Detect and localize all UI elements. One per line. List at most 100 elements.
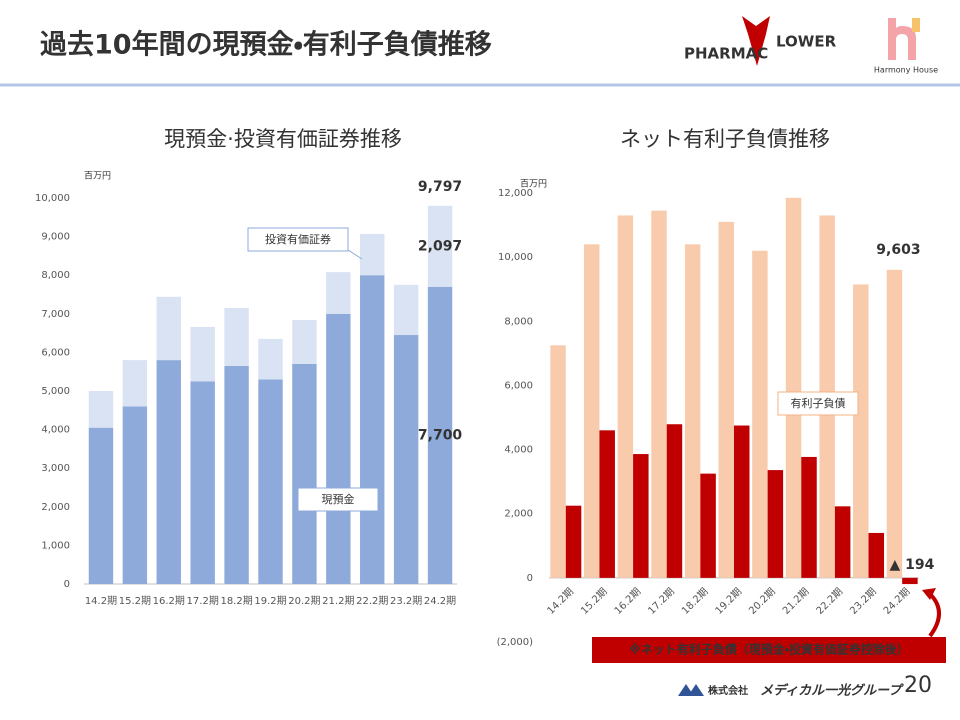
bar — [752, 250, 768, 578]
bar-segment — [427, 205, 453, 287]
x-tick-label: 18.2期 — [220, 595, 252, 607]
y-tick-label: 7,000 — [41, 309, 70, 320]
bar — [853, 284, 869, 578]
y-tick-label: 2,000 — [504, 509, 533, 520]
x-tick-label: 24.2期 — [424, 595, 456, 607]
bar — [767, 470, 784, 578]
y-tick-label: 2,000 — [41, 502, 70, 513]
bar — [565, 505, 582, 578]
bar — [599, 430, 615, 578]
legend-label: 投資有価証券 — [265, 232, 331, 246]
bar-segment — [326, 272, 351, 314]
bar — [801, 456, 817, 578]
x-tick-label: 17.2期 — [187, 595, 219, 607]
bar-segment — [190, 326, 215, 382]
y-tick-label: 5,000 — [41, 386, 70, 397]
footer-brand: メディカル一光グループ — [760, 683, 904, 699]
bar-segment — [427, 286, 453, 584]
bar-segment — [258, 379, 283, 584]
bar — [886, 269, 903, 578]
bar-segment — [292, 319, 317, 364]
value-label: ▲ 194 — [889, 557, 934, 573]
x-tick-label: 23.2期 — [390, 595, 422, 607]
footer-icon — [678, 684, 704, 696]
legend-box — [297, 487, 379, 512]
logo-text: LOWER — [776, 33, 837, 51]
y-axis-title: 百万円 — [520, 179, 547, 190]
bar — [633, 454, 649, 578]
legend-label: 有利子負債 — [791, 396, 846, 410]
value-label: 9,603 — [876, 242, 920, 258]
bar — [700, 473, 716, 578]
bar-segment — [190, 381, 215, 584]
bar — [718, 221, 734, 578]
bar-segment — [224, 308, 249, 366]
pharmac-logo: PHARMAC LOWER — [684, 16, 837, 66]
legend-label: ※ネット有利子負債（現預金・投資有価証券控除後） — [629, 642, 909, 657]
bar — [617, 215, 634, 578]
bar — [868, 532, 885, 578]
bar-segment — [156, 296, 181, 361]
arrow — [928, 592, 941, 638]
bar-segment — [88, 427, 114, 584]
slide-title: 過去10年間の現預金・有利子負債推移 — [40, 29, 492, 61]
arrow-head — [922, 588, 936, 600]
bar-segment — [122, 406, 148, 584]
bar-segment — [224, 365, 249, 584]
y-tick-label: 10,000 — [498, 252, 533, 263]
h-icon — [888, 18, 916, 60]
logo-text: PHARMAC — [684, 45, 768, 63]
bar-segment — [393, 335, 419, 584]
y-tick-label: 9,000 — [41, 232, 70, 243]
value-label: 7,700 — [418, 427, 463, 443]
bar-segment — [258, 338, 283, 380]
y-tick-label: 12,000 — [498, 188, 533, 199]
bar — [834, 506, 851, 578]
y-tick-label: 8,000 — [41, 270, 70, 281]
flower-icon — [742, 16, 770, 66]
y-tick-label: 4,000 — [504, 445, 533, 456]
legend-note-box — [592, 637, 946, 663]
bar-segment — [326, 313, 351, 584]
bar — [666, 424, 683, 578]
y-axis-title: 百万円 — [84, 171, 111, 182]
bar-segment — [393, 284, 419, 336]
bar — [734, 425, 750, 578]
x-tick-label: 14.2期 — [85, 595, 117, 607]
y-tick-label: 10,000 — [35, 193, 70, 204]
h-accent — [912, 18, 920, 32]
y-tick-label: 0 — [527, 573, 533, 584]
bar — [550, 345, 566, 578]
bar-segment — [156, 360, 181, 584]
x-tick-label: 22.2期 — [356, 595, 388, 607]
bar — [684, 244, 701, 578]
bar-segment — [88, 391, 114, 428]
bar — [902, 577, 918, 585]
y-tick-label: 1,000 — [41, 540, 70, 551]
legend-box — [777, 391, 859, 416]
x-tick-label: 20.2期 — [288, 595, 320, 607]
y-tick-label: 8,000 — [504, 316, 533, 327]
bar — [651, 210, 667, 578]
bar — [785, 197, 802, 578]
page-number: 20 — [904, 673, 932, 698]
bar — [583, 244, 600, 578]
callout-leader — [347, 249, 363, 260]
x-tick-label: 21.2期 — [322, 595, 354, 607]
x-tick-label: 19.2期 — [254, 595, 286, 607]
y-tick-label: 3,000 — [41, 463, 70, 474]
y-tick-label: 4,000 — [41, 425, 70, 436]
bar-segment — [292, 363, 317, 584]
y-tick-label: 6,000 — [41, 347, 70, 358]
legend-label: 現預金 — [322, 493, 355, 506]
y-tick-label: 0 — [64, 579, 70, 590]
chart-title: ネット有利子負債推移 — [620, 127, 830, 151]
logo-text: Harmony House — [874, 66, 938, 75]
bar-segment — [122, 360, 148, 407]
harmony-logo: Harmony House — [874, 18, 938, 75]
footer-company: 株式会社 — [708, 684, 748, 697]
legend-box — [247, 227, 349, 252]
value-label: 2,097 — [418, 238, 462, 254]
